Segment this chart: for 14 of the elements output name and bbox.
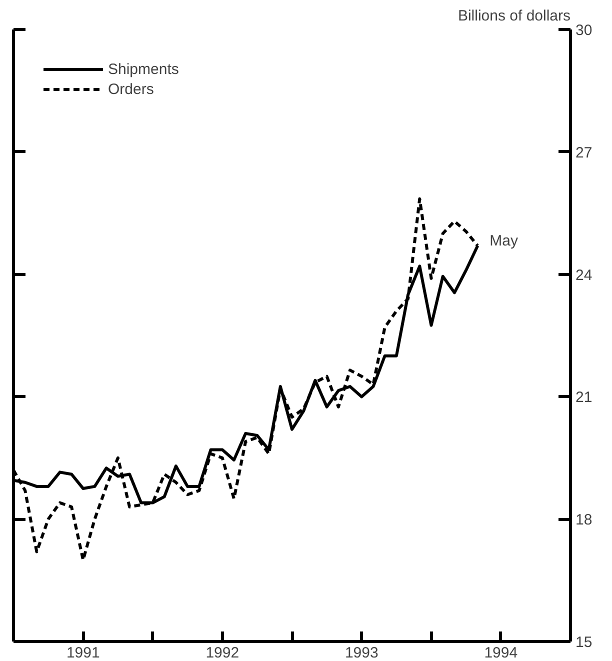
x-tick-label: 1992: [206, 644, 240, 661]
annotation: May: [490, 232, 519, 250]
y-tick-label: 30: [576, 22, 592, 39]
y-tick-label: 27: [576, 144, 592, 162]
y-tick-label: 18: [576, 512, 592, 529]
x-tick-label: 1991: [66, 644, 100, 661]
y-tick-label: 24: [576, 266, 592, 284]
legend-label: Shipments: [108, 60, 179, 78]
x-tick-label: 1993: [344, 644, 378, 661]
y-axis-title: Billions of dollars: [458, 8, 571, 24]
x-tick-label: 1994: [484, 644, 518, 661]
y-tick-label: 15: [576, 634, 592, 651]
y-tick-label: 21: [576, 389, 592, 406]
legend-label: Orders: [108, 80, 154, 98]
